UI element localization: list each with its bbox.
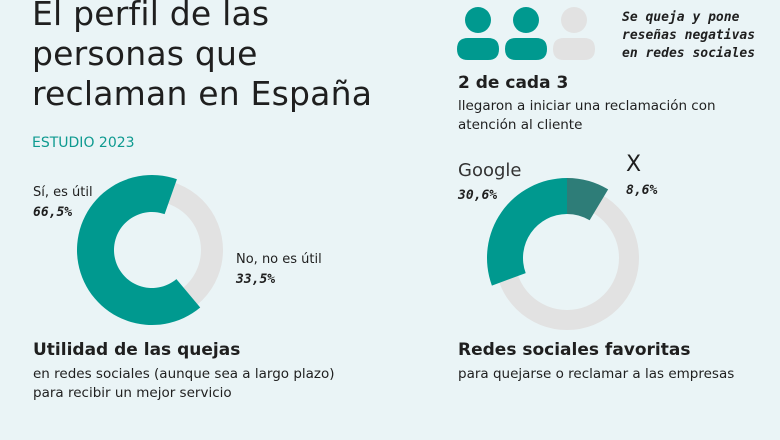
person-icon <box>513 7 539 33</box>
person-icon <box>465 7 491 33</box>
people-headline: 2 de cada 3 <box>458 73 569 93</box>
chart2-subtitle: para quejarse o reclamar a las empresas <box>458 366 735 382</box>
people-note: Se queja y pone reseñas negativas en red… <box>622 10 756 61</box>
slice-si <box>77 175 201 326</box>
page-title: El perfil de las personas que reclaman e… <box>32 0 373 113</box>
x-value: 8,6% <box>626 183 658 198</box>
people-icons <box>457 7 595 60</box>
slice-label-no: No, no es útil <box>236 252 322 267</box>
donut-utilidad <box>77 175 223 326</box>
slice-value-no: 33,5% <box>236 272 276 287</box>
slice-label-si: Sí, es útil <box>33 185 93 200</box>
person-icon <box>561 7 587 33</box>
people-text: llegaron a iniciar una reclamación con a… <box>458 98 716 133</box>
chart1-subtitle: en redes sociales (aunque sea a largo pl… <box>33 366 335 401</box>
chart1-title: Utilidad de las quejas <box>33 340 241 360</box>
slice-x <box>567 178 609 221</box>
x-logo-icon: X <box>626 152 642 177</box>
google-value: 30,6% <box>458 188 498 203</box>
study-label: ESTUDIO 2023 <box>32 135 135 151</box>
google-label: Google <box>458 160 522 181</box>
chart2-title: Redes sociales favoritas <box>458 340 691 360</box>
slice-value-si: 66,5% <box>33 205 73 220</box>
person-body-icon <box>457 38 499 60</box>
slice-google <box>487 178 567 286</box>
donut-redes <box>487 178 639 330</box>
person-body-icon <box>505 38 547 60</box>
person-body-icon <box>553 38 595 60</box>
